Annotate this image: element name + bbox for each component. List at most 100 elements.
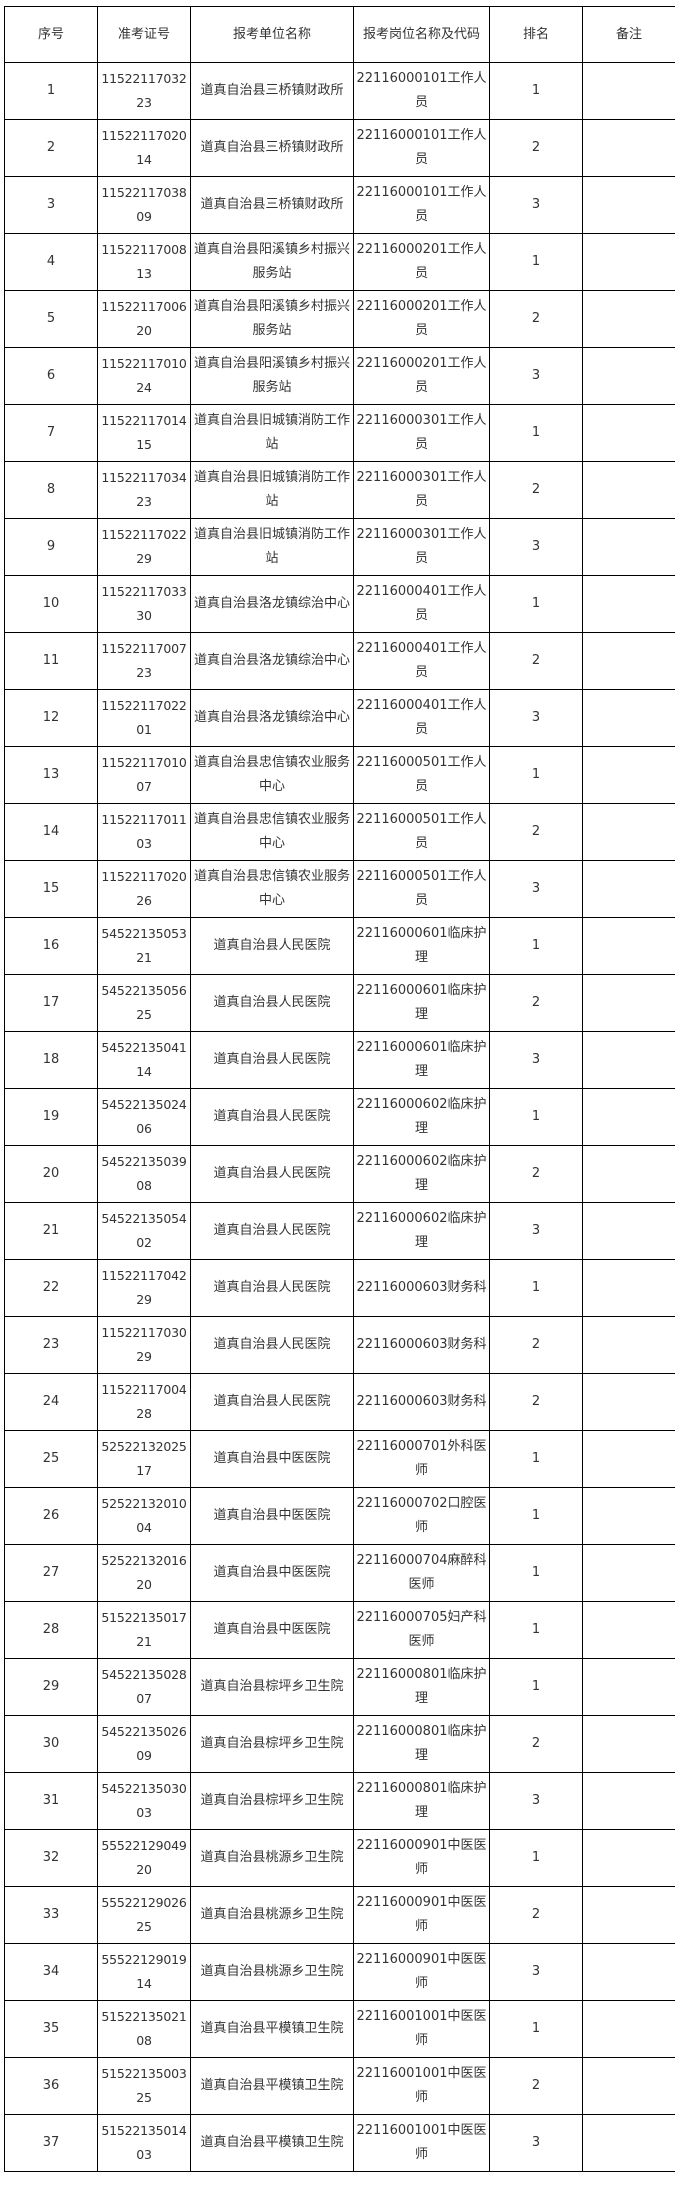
cell-position: 22116000702口腔医师 — [353, 1487, 490, 1545]
cell-seq: 12 — [4, 689, 98, 747]
cell-position: 22116000801临床护理 — [353, 1715, 490, 1773]
cell-notes — [582, 1829, 675, 1887]
cell-position: 22116000301工作人员 — [353, 404, 490, 462]
cell-position: 22116000501工作人员 — [353, 803, 490, 861]
cell-rank: 3 — [489, 518, 583, 576]
cell-ticket-number: 5452213505321 — [97, 917, 191, 975]
header-unit-name: 报考单位名称 — [190, 6, 354, 63]
cell-unit-name: 道真自治县洛龙镇综治中心 — [190, 632, 354, 690]
cell-notes — [582, 803, 675, 861]
cell-rank: 1 — [489, 1088, 583, 1146]
cell-rank: 1 — [489, 1487, 583, 1545]
cell-ticket-number: 1152211700723 — [97, 632, 191, 690]
cell-position: 22116000601临床护理 — [353, 974, 490, 1032]
cell-notes — [582, 1658, 675, 1716]
cell-seq: 36 — [4, 2057, 98, 2115]
cell-unit-name: 道真自治县人民医院 — [190, 1145, 354, 1203]
cell-ticket-number: 5152213501403 — [97, 2114, 191, 2172]
cell-unit-name: 道真自治县旧城镇消防工作站 — [190, 518, 354, 576]
cell-position: 22116000601临床护理 — [353, 917, 490, 975]
cell-notes — [582, 575, 675, 633]
table-row: 10 1152211703330 道真自治县洛龙镇综治中心 22116000401工作… — [4, 575, 675, 633]
cell-position: 22116000801临床护理 — [353, 1658, 490, 1716]
cell-rank: 1 — [489, 1601, 583, 1659]
cell-notes — [582, 1715, 675, 1773]
cell-position: 22116000201工作人员 — [353, 233, 490, 291]
cell-notes — [582, 974, 675, 1032]
cell-rank: 2 — [489, 1715, 583, 1773]
cell-rank: 3 — [489, 1031, 583, 1089]
cell-seq: 37 — [4, 2114, 98, 2172]
cell-ticket-number: 5452213504114 — [97, 1031, 191, 1089]
cell-ticket-number: 5252213202517 — [97, 1430, 191, 1488]
table-row: 9 1152211702229 道真自治县旧城镇消防工作站 22116000301工作… — [4, 518, 675, 576]
cell-position: 22116000603财务科 — [353, 1373, 490, 1431]
cell-notes — [582, 917, 675, 975]
cell-unit-name: 道真自治县阳溪镇乡村振兴服务站 — [190, 290, 354, 348]
cell-unit-name: 道真自治县中医医院 — [190, 1544, 354, 1602]
cell-unit-name: 道真自治县人民医院 — [190, 917, 354, 975]
cell-seq: 24 — [4, 1373, 98, 1431]
cell-ticket-number: 5552212902625 — [97, 1886, 191, 1944]
cell-seq: 2 — [4, 119, 98, 177]
cell-notes — [582, 119, 675, 177]
cell-seq: 19 — [4, 1088, 98, 1146]
table-row: 11 1152211700723 道真自治县洛龙镇综治中心 22116000401工作… — [4, 632, 675, 690]
cell-ticket-number: 5552212901914 — [97, 1943, 191, 2001]
cell-unit-name: 道真自治县棕坪乡卫生院 — [190, 1715, 354, 1773]
cell-seq: 16 — [4, 917, 98, 975]
cell-seq: 10 — [4, 575, 98, 633]
table-row: 6 1152211701024 道真自治县阳溪镇乡村振兴服务站 22116000201… — [4, 347, 675, 405]
cell-ticket-number: 1152211703029 — [97, 1316, 191, 1374]
cell-position: 22116000602临床护理 — [353, 1202, 490, 1260]
cell-unit-name: 道真自治县三桥镇财政所 — [190, 176, 354, 234]
cell-notes — [582, 689, 675, 747]
table-row: 19 5452213502406 道真自治县人民医院 22116000602临床护理 1 — [4, 1088, 675, 1146]
cell-rank: 1 — [489, 1430, 583, 1488]
cell-notes — [582, 1601, 675, 1659]
cell-rank: 1 — [489, 746, 583, 804]
cell-rank: 2 — [489, 1316, 583, 1374]
cell-notes — [582, 1943, 675, 2001]
cell-position: 22116000901中医医师 — [353, 1886, 490, 1944]
cell-notes — [582, 233, 675, 291]
cell-seq: 13 — [4, 746, 98, 804]
cell-rank: 1 — [489, 233, 583, 291]
table-row: 35 5152213502108 道真自治县平模镇卫生院 22116001001中医医… — [4, 2000, 675, 2058]
header-ticket-number: 准考证号 — [97, 6, 191, 63]
cell-rank: 3 — [489, 1202, 583, 1260]
cell-rank: 1 — [489, 2000, 583, 2058]
cell-unit-name: 道真自治县人民医院 — [190, 1373, 354, 1431]
header-seq: 序号 — [4, 6, 98, 63]
cell-unit-name: 道真自治县人民医院 — [190, 1031, 354, 1089]
cell-seq: 21 — [4, 1202, 98, 1260]
table-row: 4 1152211700813 道真自治县阳溪镇乡村振兴服务站 22116000201… — [4, 233, 675, 291]
cell-rank: 1 — [489, 1658, 583, 1716]
cell-ticket-number: 5452213502406 — [97, 1088, 191, 1146]
cell-rank: 1 — [489, 1259, 583, 1317]
cell-unit-name: 道真自治县桃源乡卫生院 — [190, 1886, 354, 1944]
cell-rank: 2 — [489, 290, 583, 348]
cell-notes — [582, 1487, 675, 1545]
table-row: 31 5452213503003 道真自治县棕坪乡卫生院 22116000801临床护… — [4, 1772, 675, 1830]
cell-position: 22116001001中医医师 — [353, 2000, 490, 2058]
cell-rank: 3 — [489, 689, 583, 747]
cell-notes — [582, 1202, 675, 1260]
cell-position: 22116000401工作人员 — [353, 575, 490, 633]
cell-seq: 18 — [4, 1031, 98, 1089]
table-row: 18 5452213504114 道真自治县人民医院 22116000601临床护理 3 — [4, 1031, 675, 1089]
table-row: 25 5252213202517 道真自治县中医医院 22116000701外科医师 1 — [4, 1430, 675, 1488]
cell-unit-name: 道真自治县平模镇卫生院 — [190, 2000, 354, 2058]
cell-ticket-number: 5252213201620 — [97, 1544, 191, 1602]
ranking-table: 序号 准考证号 报考单位名称 报考岗位名称及代码 排名 备注 1 11522117… — [4, 6, 675, 2172]
cell-seq: 27 — [4, 1544, 98, 1602]
table-row: 8 1152211703423 道真自治县旧城镇消防工作站 22116000301工作… — [4, 461, 675, 519]
cell-ticket-number: 1152211702201 — [97, 689, 191, 747]
header-position: 报考岗位名称及代码 — [353, 6, 490, 63]
cell-notes — [582, 1259, 675, 1317]
cell-position: 22116000101工作人员 — [353, 119, 490, 177]
cell-rank: 2 — [489, 119, 583, 177]
cell-ticket-number: 5152213500325 — [97, 2057, 191, 2115]
cell-ticket-number: 5452213505625 — [97, 974, 191, 1032]
cell-position: 22116000602临床护理 — [353, 1088, 490, 1146]
